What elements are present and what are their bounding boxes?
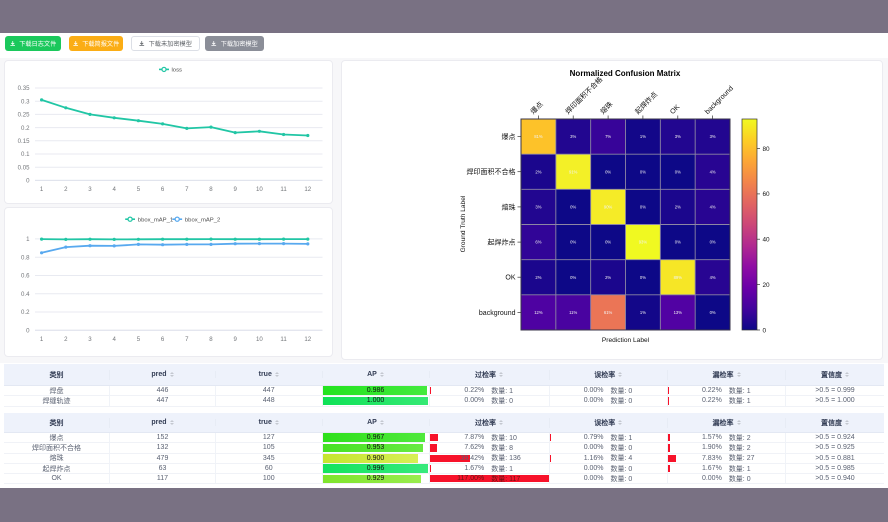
svg-text:起焊炸点: 起焊炸点 — [488, 238, 516, 247]
svg-text:2%: 2% — [535, 275, 541, 280]
svg-text:0%: 0% — [570, 275, 576, 280]
svg-text:OK: OK — [505, 275, 515, 282]
svg-text:0.2: 0.2 — [21, 309, 30, 316]
svg-text:0%: 0% — [570, 205, 576, 210]
svg-text:爆点: 爆点 — [502, 132, 516, 141]
svg-text:2%: 2% — [675, 205, 681, 210]
svg-text:Ground Truth Label: Ground Truth Label — [460, 195, 467, 252]
svg-text:80: 80 — [763, 146, 771, 153]
svg-text:熔珠: 熔珠 — [502, 202, 516, 211]
svg-text:background: background — [479, 310, 516, 317]
svg-text:0%: 0% — [710, 310, 716, 315]
svg-text:89%: 89% — [674, 275, 683, 280]
svg-text:0: 0 — [26, 328, 30, 335]
svg-text:9: 9 — [234, 336, 238, 343]
svg-text:2: 2 — [64, 186, 68, 193]
svg-text:Normalized Confusion Matrix: Normalized Confusion Matrix — [570, 69, 681, 78]
svg-text:0%: 0% — [640, 275, 646, 280]
svg-text:8: 8 — [209, 336, 213, 343]
svg-text:1: 1 — [40, 186, 44, 193]
svg-text:0%: 0% — [675, 240, 681, 245]
svg-text:3%: 3% — [570, 134, 576, 139]
svg-text:4%: 4% — [710, 275, 716, 280]
svg-text:1: 1 — [26, 236, 30, 243]
svg-text:0%: 0% — [710, 240, 716, 245]
svg-text:0.15: 0.15 — [18, 138, 30, 145]
svg-text:6: 6 — [161, 186, 165, 193]
svg-text:焊印面积不合格: 焊印面积不合格 — [563, 75, 604, 116]
svg-text:20: 20 — [763, 282, 771, 289]
svg-text:2%: 2% — [605, 275, 611, 280]
svg-text:bbox_mAP_2: bbox_mAP_2 — [185, 217, 220, 223]
svg-text:0%: 0% — [605, 169, 611, 174]
svg-text:6: 6 — [161, 336, 165, 343]
svg-text:11%: 11% — [569, 310, 577, 315]
svg-text:3%: 3% — [535, 205, 541, 210]
svg-text:60: 60 — [763, 191, 771, 198]
svg-text:爆点: 爆点 — [528, 100, 544, 116]
svg-text:0%: 0% — [675, 169, 681, 174]
svg-text:Prediction Label: Prediction Label — [602, 337, 650, 344]
svg-text:0: 0 — [763, 327, 767, 334]
svg-text:8: 8 — [209, 186, 213, 193]
svg-text:13%: 13% — [674, 310, 683, 315]
svg-text:0%: 0% — [640, 169, 646, 174]
svg-text:7: 7 — [185, 336, 189, 343]
svg-text:2: 2 — [64, 336, 68, 343]
svg-text:4: 4 — [113, 186, 117, 193]
svg-text:10: 10 — [256, 186, 263, 193]
svg-text:3%: 3% — [710, 134, 716, 139]
svg-text:bbox_mAP_1: bbox_mAP_1 — [138, 217, 173, 223]
svg-text:5: 5 — [137, 336, 141, 343]
svg-text:loss: loss — [172, 68, 183, 74]
svg-text:4: 4 — [113, 336, 117, 343]
svg-text:90%: 90% — [604, 205, 613, 210]
svg-text:12%: 12% — [534, 310, 543, 315]
svg-text:1%: 1% — [640, 310, 646, 315]
svg-text:3: 3 — [88, 336, 92, 343]
svg-text:0.35: 0.35 — [18, 85, 30, 92]
svg-text:1%: 1% — [640, 134, 646, 139]
svg-text:焊印面积不合格: 焊印面积不合格 — [467, 167, 516, 176]
svg-text:0.1: 0.1 — [21, 151, 30, 158]
svg-text:0.05: 0.05 — [18, 164, 30, 171]
svg-text:0.25: 0.25 — [18, 112, 30, 119]
svg-text:93%: 93% — [639, 240, 648, 245]
svg-text:background: background — [704, 85, 735, 116]
svg-text:0%: 0% — [605, 240, 611, 245]
svg-text:2%: 2% — [535, 169, 541, 174]
svg-text:5: 5 — [137, 186, 141, 193]
svg-text:9: 9 — [234, 186, 238, 193]
svg-text:61%: 61% — [604, 310, 613, 315]
svg-text:OK: OK — [669, 104, 681, 116]
svg-text:12: 12 — [304, 336, 311, 343]
svg-text:40: 40 — [763, 237, 771, 244]
svg-text:12: 12 — [304, 186, 311, 193]
svg-text:0.2: 0.2 — [21, 125, 30, 132]
svg-text:熔珠: 熔珠 — [598, 100, 614, 116]
svg-text:1: 1 — [40, 336, 44, 343]
svg-text:0.6: 0.6 — [21, 273, 30, 280]
svg-text:91%: 91% — [569, 169, 578, 174]
svg-text:3%: 3% — [675, 134, 681, 139]
svg-text:0: 0 — [26, 178, 30, 185]
svg-text:3: 3 — [88, 186, 92, 193]
svg-text:4%: 4% — [710, 205, 716, 210]
svg-text:0.3: 0.3 — [21, 98, 30, 105]
svg-text:81%: 81% — [534, 134, 543, 139]
svg-text:0.8: 0.8 — [21, 254, 30, 261]
svg-text:起焊炸点: 起焊炸点 — [633, 90, 659, 116]
svg-text:0%: 0% — [570, 240, 576, 245]
svg-text:7%: 7% — [605, 134, 611, 139]
svg-text:11: 11 — [280, 336, 287, 343]
svg-text:10: 10 — [256, 336, 263, 343]
svg-text:0%: 0% — [640, 205, 646, 210]
svg-text:11: 11 — [280, 186, 287, 193]
svg-text:0.4: 0.4 — [21, 291, 30, 298]
svg-text:7: 7 — [185, 186, 189, 193]
svg-text:4%: 4% — [710, 169, 716, 174]
svg-text:6%: 6% — [535, 240, 541, 245]
